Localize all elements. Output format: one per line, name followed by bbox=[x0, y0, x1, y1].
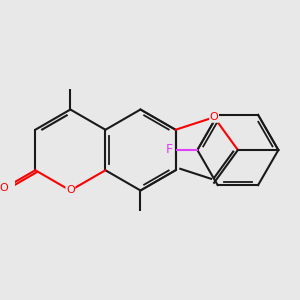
Text: O: O bbox=[0, 184, 8, 194]
Text: O: O bbox=[66, 185, 75, 196]
Text: F: F bbox=[166, 143, 172, 157]
Text: O: O bbox=[210, 112, 218, 122]
